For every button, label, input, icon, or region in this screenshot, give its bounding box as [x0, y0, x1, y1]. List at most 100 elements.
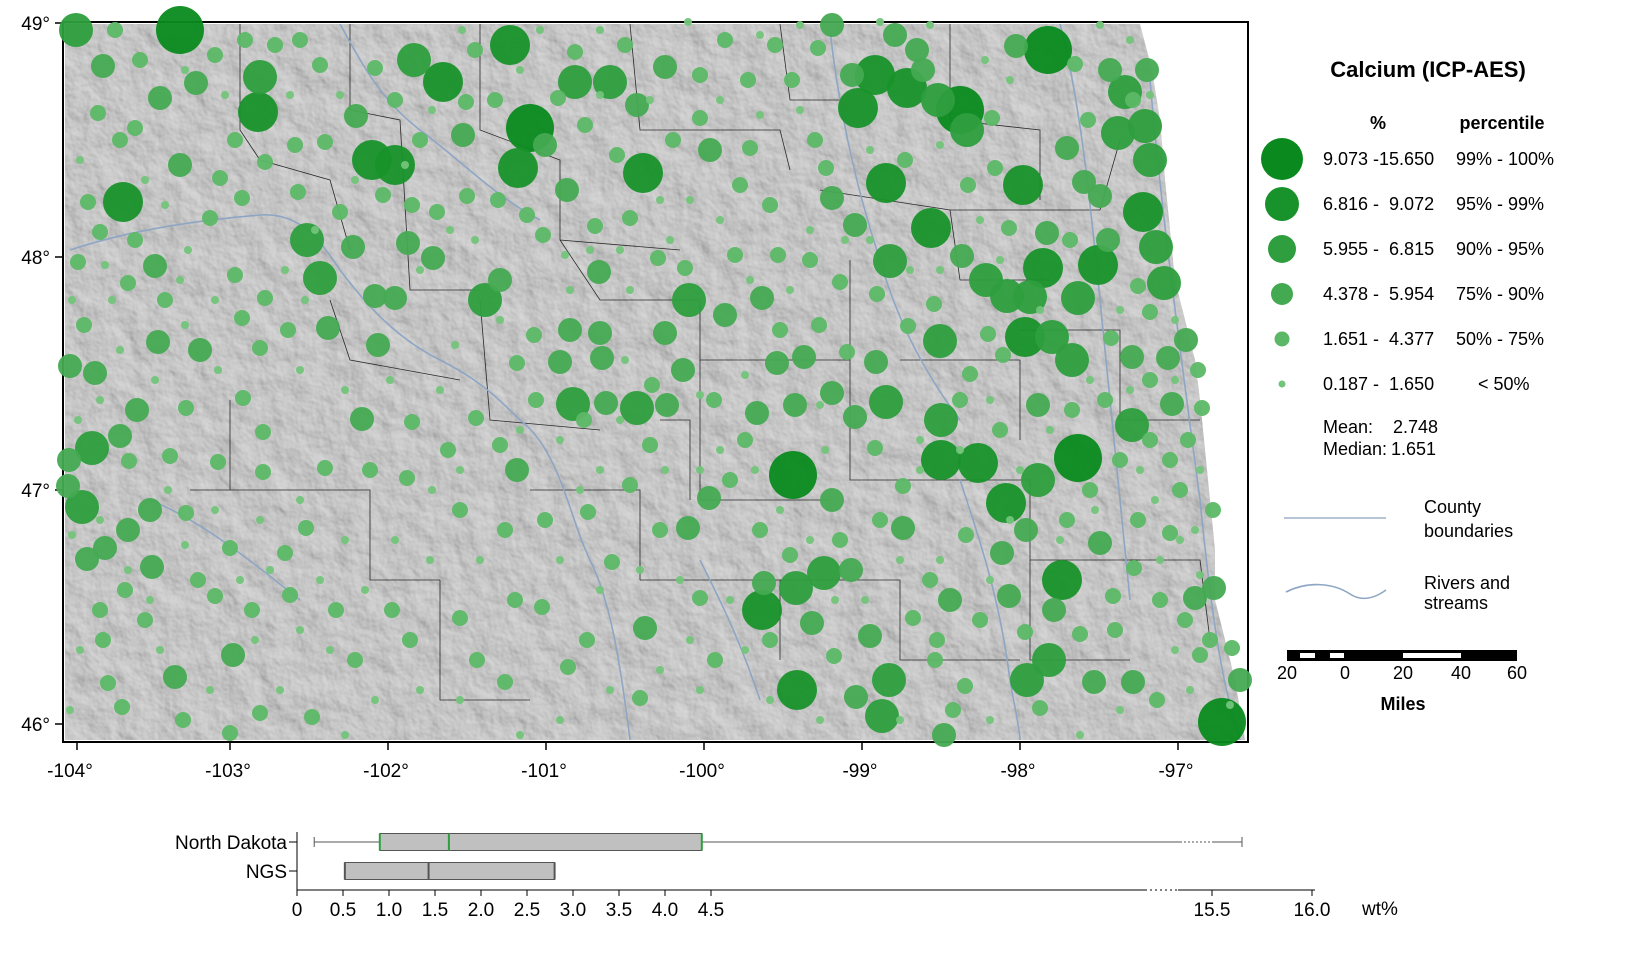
sample-point	[820, 381, 844, 405]
sample-point	[244, 602, 260, 618]
sample-point	[292, 32, 308, 48]
sample-point	[178, 505, 194, 521]
sample-point	[926, 296, 942, 312]
sample-point	[58, 354, 82, 378]
sample-point	[616, 246, 624, 254]
sample-point	[1097, 392, 1113, 408]
sample-point	[1035, 221, 1059, 245]
boxplot-row-label: North Dakota	[175, 833, 287, 854]
sample-point	[622, 210, 638, 226]
sample-point	[296, 496, 304, 504]
sample-point	[336, 91, 344, 99]
sample-point	[831, 596, 839, 604]
sample-point	[1062, 232, 1078, 248]
sample-point	[1105, 588, 1121, 604]
sample-point	[1226, 701, 1234, 709]
sample-point	[807, 556, 841, 590]
sample-point	[841, 236, 849, 244]
sample-point	[458, 26, 466, 34]
sample-point	[498, 148, 538, 188]
sample-point	[221, 643, 245, 667]
sample-point	[1078, 245, 1118, 285]
sample-point	[767, 37, 783, 53]
sample-point	[76, 317, 92, 333]
sample-point	[1160, 392, 1184, 416]
sample-point	[855, 55, 895, 95]
sample-point	[303, 261, 337, 295]
sample-point	[202, 210, 218, 226]
sample-point	[843, 405, 867, 429]
sample-point	[858, 624, 882, 648]
sample-point	[666, 236, 674, 244]
sample-point	[490, 192, 506, 208]
sample-point	[839, 558, 863, 582]
sample-point	[692, 67, 708, 83]
sample-point	[560, 659, 576, 675]
legend-range: 6.816 - 9.072	[1323, 194, 1434, 214]
sample-point	[811, 317, 827, 333]
sample-point	[844, 685, 868, 709]
sample-point	[227, 267, 243, 283]
boxplot-tick-label: 0	[292, 900, 303, 921]
sample-point	[451, 341, 459, 349]
sample-point	[1024, 26, 1072, 74]
sample-point	[686, 196, 694, 204]
boxplot-tick-label: 0.5	[330, 900, 356, 921]
sample-point	[100, 675, 116, 691]
sample-point	[1202, 576, 1226, 600]
sample-point	[533, 133, 557, 157]
sample-point	[1191, 526, 1199, 534]
sample-point	[471, 236, 479, 244]
sample-point	[696, 466, 704, 474]
legend-percentile: 90% - 95%	[1456, 239, 1544, 259]
lon-label: -101°	[521, 761, 567, 782]
sample-point	[1014, 518, 1038, 542]
sample-point	[593, 65, 627, 99]
sample-point	[95, 632, 111, 648]
boxplot-marks	[313, 833, 1243, 880]
sample-point	[124, 566, 132, 574]
sample-point	[362, 462, 378, 478]
sample-point	[752, 571, 776, 595]
boxplot-tick-label: 1.5	[422, 900, 448, 921]
sample-point	[235, 390, 251, 406]
sample-point	[671, 358, 695, 382]
sample-point	[1055, 136, 1079, 160]
lon-label: -103°	[205, 761, 251, 782]
sample-point	[148, 86, 172, 110]
sample-point	[137, 612, 153, 628]
sample-point	[956, 446, 964, 454]
lat-label: 49°	[21, 14, 50, 35]
sample-point	[371, 696, 379, 704]
sample-point	[990, 541, 1014, 565]
sample-point	[777, 670, 817, 710]
sample-point	[341, 386, 349, 394]
sample-point	[676, 516, 700, 540]
lon-label: -104°	[47, 761, 93, 782]
sample-point	[1035, 320, 1069, 354]
sample-point	[644, 377, 660, 393]
sample-point	[646, 96, 654, 104]
legend-percentile: < 50%	[1478, 374, 1530, 394]
boxplot-tick-label: 4.5	[698, 900, 724, 921]
sample-point	[492, 437, 508, 453]
sample-point	[74, 416, 82, 424]
legend-percentile: 99% - 100%	[1456, 149, 1554, 169]
sample-point	[140, 555, 164, 579]
boxplot-tick-label: 2.5	[514, 900, 540, 921]
sample-point	[156, 6, 204, 54]
sample-point	[652, 522, 668, 538]
sample-point	[818, 160, 834, 176]
river-label: streams	[1424, 593, 1488, 613]
sample-point	[456, 696, 464, 704]
sample-point	[732, 177, 748, 193]
sample-point	[490, 25, 530, 65]
lon-label: -98°	[1000, 761, 1035, 782]
legend-symbol	[1268, 235, 1296, 263]
sample-point	[843, 213, 867, 237]
sample-point	[178, 400, 194, 416]
sample-point	[255, 464, 271, 480]
boxplot-tick-label: 15.5	[1194, 900, 1231, 921]
sample-point	[146, 596, 154, 604]
sample-point	[1196, 571, 1204, 579]
